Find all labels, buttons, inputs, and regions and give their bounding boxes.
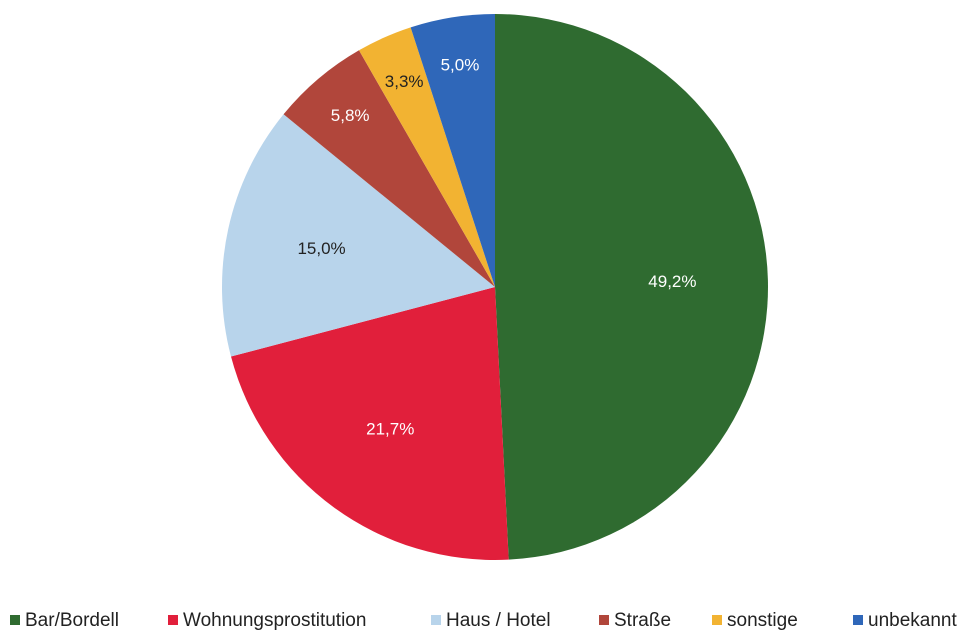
data-label: 49,2% [648, 272, 696, 291]
data-label: 5,8% [331, 106, 370, 125]
legend-label: Straße [614, 610, 671, 631]
legend-swatch [712, 615, 722, 625]
pie-slice [358, 27, 495, 287]
pie-slice [410, 14, 495, 287]
pie-slice [222, 114, 495, 357]
legend-swatch [599, 615, 609, 625]
data-label: 5,0% [441, 55, 480, 74]
legend-label: Haus / Hotel [446, 610, 551, 631]
pie-slice [231, 287, 509, 561]
legend-swatch [431, 615, 441, 625]
pie-slice [283, 50, 495, 287]
legend-swatch [853, 615, 863, 625]
data-label: 3,3% [385, 72, 424, 91]
legend-swatch [10, 615, 20, 625]
legend-label: Wohnungsprostitution [183, 610, 366, 631]
legend-swatch [168, 615, 178, 625]
pie-slice [495, 14, 769, 560]
legend-label: unbekannt [868, 610, 957, 631]
legend-label: sonstige [727, 610, 798, 631]
data-label: 21,7% [366, 420, 414, 439]
legend-label: Bar/Bordell [25, 610, 119, 631]
data-label: 15,0% [297, 239, 345, 258]
